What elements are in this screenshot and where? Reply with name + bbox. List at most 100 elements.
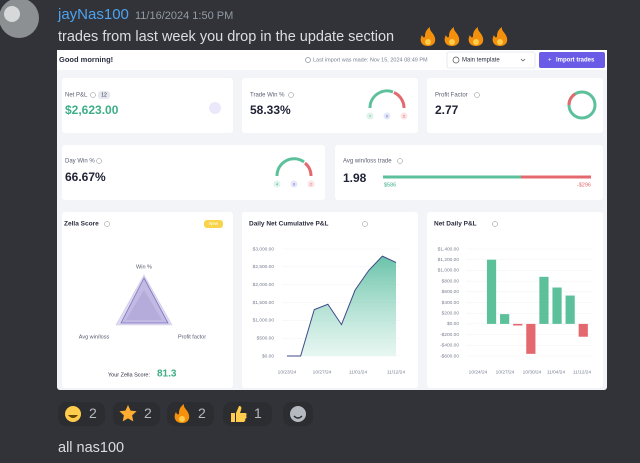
reaction[interactable] xyxy=(113,402,160,426)
timestamp: 11/16/2024 1:50 PM xyxy=(135,10,233,22)
x-tick-label: 11/04/24 xyxy=(547,369,566,375)
reply-text: all nas100 xyxy=(58,440,124,456)
bar xyxy=(526,323,536,354)
y-tick-label: -$400.00 xyxy=(440,343,459,349)
info-icon xyxy=(362,221,368,227)
x-tick-label: 10/30/24 xyxy=(523,369,542,375)
bar xyxy=(552,287,562,324)
day-win-arc xyxy=(275,157,305,177)
reaction[interactable] xyxy=(167,402,214,426)
trade-win-value: 58.33% xyxy=(250,103,291,117)
template-label: Main template xyxy=(462,58,500,64)
new-badge-text: New xyxy=(209,221,219,226)
y-tick-label: $400.00 xyxy=(442,300,460,306)
trade-win-label: Trade Win % xyxy=(250,93,285,99)
info-icon xyxy=(474,92,480,98)
radar-axis-label: Avg win/loss xyxy=(79,334,110,340)
add-reaction-face xyxy=(293,415,303,419)
reaction-count: 2 xyxy=(198,405,206,421)
x-tick-label: 10/23/24 xyxy=(278,369,297,375)
y-tick-label: $500.00 xyxy=(257,335,275,341)
cumulative-area xyxy=(287,256,396,356)
x-tick-label: 10/27/24 xyxy=(313,369,332,375)
avg-loss: -$296 xyxy=(577,182,591,188)
x-tick-label: 11/01/24 xyxy=(349,369,368,375)
template-dropdown[interactable] xyxy=(446,51,536,69)
x-tick-label: 10/24/24 xyxy=(469,369,488,375)
last-import: Last import was made: Nov 15, 2024 08:49… xyxy=(313,57,428,63)
loss-arc xyxy=(393,91,406,109)
gauge-dot xyxy=(366,112,374,120)
bar xyxy=(486,259,497,324)
gauge-count: 5 xyxy=(403,113,406,118)
gauge-count: 2 xyxy=(310,181,313,186)
gauge-dot xyxy=(307,180,315,188)
emoji-mouth xyxy=(68,415,78,418)
gauge-count: 4 xyxy=(276,181,279,186)
new-badge xyxy=(204,220,223,228)
bar xyxy=(513,323,523,326)
emoji-fire-core xyxy=(179,416,185,422)
y-tick-label: -$600.00 xyxy=(440,353,459,359)
daily-card xyxy=(427,212,603,388)
avg-loss-bar xyxy=(521,175,591,179)
y-tick-label: $1,000.00 xyxy=(438,268,460,274)
count-badge xyxy=(98,91,110,99)
gauge-dot xyxy=(290,180,298,188)
gauge-count: 0 xyxy=(386,113,389,118)
avg-win: $586 xyxy=(384,182,396,188)
avatar-detail xyxy=(4,6,20,22)
emoji-fire xyxy=(174,404,190,423)
net-pnl-value: $2,623.00 xyxy=(65,103,119,117)
trade-count: 12 xyxy=(101,92,107,98)
reaction-count: 1 xyxy=(254,405,262,421)
greeting: Good morning! xyxy=(59,55,113,64)
reaction[interactable] xyxy=(223,402,272,426)
zella-score: 81.3 xyxy=(157,369,177,380)
radar-axis-label: Profit factor xyxy=(178,334,206,340)
x-tick-label: 10/27/24 xyxy=(496,369,515,375)
reaction-count: 2 xyxy=(144,405,152,421)
bar xyxy=(539,276,549,324)
y-tick-label: $3,000.00 xyxy=(253,246,275,252)
zella-title: Zella Score xyxy=(64,221,99,228)
info-icon xyxy=(397,158,403,164)
gauge-dot xyxy=(273,180,281,188)
pnl-icon xyxy=(209,102,221,114)
author[interactable]: jayNas100 xyxy=(57,6,129,23)
import-plus: + xyxy=(548,58,552,64)
x-tick-label: 11/12/24 xyxy=(573,369,592,375)
avg-win-bar xyxy=(383,175,521,179)
x-tick-label: 11/12/24 xyxy=(387,369,406,375)
cumulative-line xyxy=(287,255,397,357)
info-icon xyxy=(96,158,102,164)
zella-score-label: Your Zella Score: xyxy=(108,372,150,378)
gauge-count: 7 xyxy=(369,113,372,118)
radar-score xyxy=(120,277,169,324)
y-tick-label: $0.00 xyxy=(262,353,274,359)
y-tick-label: $1,500.00 xyxy=(253,300,275,306)
y-tick-label: $1,000.00 xyxy=(253,318,275,324)
dropdown-caret xyxy=(520,58,526,62)
emoji-thumbs-up xyxy=(231,406,247,422)
y-tick-label: $800.00 xyxy=(442,278,460,284)
profit-factor-value: 2.77 xyxy=(435,103,459,117)
add-reaction-icon xyxy=(290,406,306,422)
info-icon xyxy=(90,92,96,98)
avg-win-loss-card xyxy=(335,145,603,200)
profit-donut-loss xyxy=(567,92,576,106)
day-win-card xyxy=(62,145,325,200)
day-win-value: 66.67% xyxy=(65,170,106,184)
bar xyxy=(578,323,588,337)
y-tick-label: $1,400.00 xyxy=(438,246,460,252)
info-icon xyxy=(492,221,498,227)
import-button[interactable] xyxy=(539,52,605,68)
avg-win-loss-value: 1.98 xyxy=(343,171,367,185)
win-arc xyxy=(368,89,394,109)
y-tick-label: $200.00 xyxy=(442,310,460,316)
radar-axis-label: Win % xyxy=(136,264,152,270)
gauge-count: 0 xyxy=(293,181,296,186)
net-pnl-label: Net P&L xyxy=(65,93,88,99)
day-win-label: Day Win % xyxy=(65,159,95,165)
gauge-dot xyxy=(383,112,391,120)
